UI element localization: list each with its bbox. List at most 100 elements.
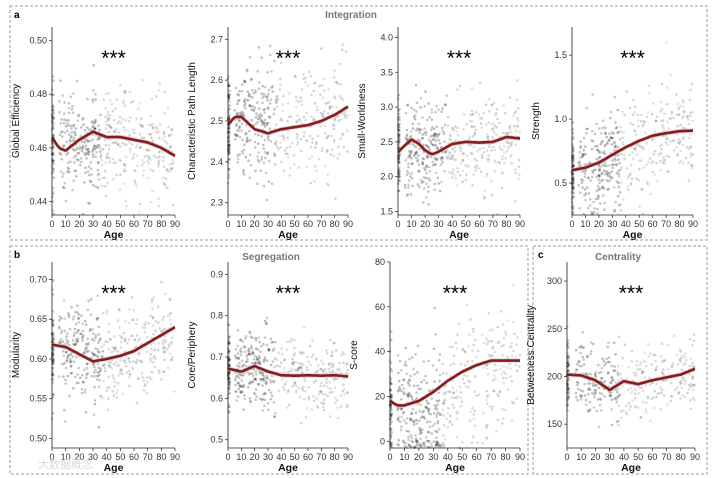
scatter-point [260, 92, 264, 95]
scatter-point [596, 197, 600, 200]
scatter-point [322, 362, 325, 366]
scatter-point [115, 389, 119, 392]
scatter-point [67, 119, 70, 122]
scatter-point [329, 387, 332, 390]
scatter-point [89, 180, 93, 184]
scatter-point [158, 150, 161, 153]
scatter-point [92, 413, 96, 417]
y-tick-label: 0.60 [29, 354, 47, 364]
scatter-point [622, 131, 625, 134]
scatter-point [94, 120, 97, 123]
scatter-point [417, 163, 421, 166]
scatter-point [625, 167, 629, 170]
scatter-point [73, 161, 76, 164]
scatter-point [254, 122, 258, 126]
scatter-point [244, 364, 248, 368]
scatter-point [263, 121, 266, 125]
scatter-point [266, 402, 270, 405]
scatter-point [140, 136, 144, 139]
scatter-point [515, 397, 519, 400]
scatter-point [97, 144, 101, 147]
scatter-point [492, 378, 495, 382]
scatter-point [677, 107, 680, 111]
scatter-point [269, 363, 273, 367]
scatter-point [75, 175, 78, 178]
scatter-point [91, 153, 95, 156]
scatter-point [574, 391, 578, 395]
scatter-point [97, 425, 101, 429]
scatter-point [512, 283, 515, 287]
scatter-point [52, 111, 55, 115]
scatter-point [104, 340, 107, 343]
scatter-point [682, 378, 686, 381]
x-tick-label: 70 [316, 452, 326, 462]
scatter-point [281, 109, 284, 113]
scatter-point [504, 376, 508, 380]
scatter-point [329, 105, 333, 108]
scatter-point [69, 357, 72, 361]
scatter-point [62, 121, 66, 125]
scatter-point [501, 422, 504, 425]
scatter-point [501, 157, 504, 161]
scatter-point [493, 148, 497, 152]
significance-stars: *** [101, 282, 126, 305]
scatter-point [120, 335, 123, 339]
scatter-point [241, 113, 245, 116]
scatter-point [443, 170, 446, 173]
scatter-point [515, 98, 519, 101]
scatter-point [651, 170, 654, 174]
scatter-point [85, 373, 88, 376]
scatter-point [87, 349, 90, 353]
scatter-point [69, 160, 72, 163]
scatter-point [81, 117, 85, 120]
scatter-point [613, 208, 616, 212]
scatter-point [238, 385, 242, 388]
scatter-point [339, 137, 342, 140]
scatter-point [571, 154, 575, 157]
scatter-point [639, 145, 642, 148]
scatter-point [99, 367, 102, 371]
scatter-point [234, 86, 238, 90]
scatter-point [52, 159, 55, 162]
scatter-point [461, 441, 464, 444]
scatter-point [405, 135, 409, 138]
scatter-point [271, 84, 274, 88]
scatter-point [332, 138, 336, 142]
scatter-point [667, 170, 670, 174]
scatter-point [501, 354, 504, 357]
scatter-point [685, 145, 689, 149]
scatter-point [319, 93, 322, 96]
scatter-point [130, 143, 134, 146]
scatter-point [157, 159, 161, 162]
scatter-point [135, 401, 139, 405]
scatter-point [611, 176, 614, 180]
x-tick-label: 20 [414, 452, 424, 462]
scatter-point [99, 337, 102, 341]
scatter-point [418, 127, 421, 131]
scatter-point [493, 169, 497, 173]
scatter-point [443, 391, 447, 395]
scatter-point [228, 131, 231, 135]
scatter-point [150, 97, 154, 101]
scatter-point [629, 183, 633, 186]
scatter-point [86, 126, 89, 129]
scatter-point [579, 146, 583, 149]
scatter-point [421, 160, 424, 164]
scatter-point [62, 144, 65, 148]
scatter-point [328, 391, 332, 394]
scatter-point [86, 337, 89, 341]
scatter-point [93, 126, 96, 130]
scatter-point [302, 135, 306, 138]
scatter-point [633, 392, 637, 396]
scatter-point [420, 137, 424, 140]
scatter-point [95, 150, 98, 154]
scatter-point [280, 347, 284, 351]
scatter-point [120, 340, 123, 344]
scatter-point [58, 315, 62, 318]
scatter-point [567, 387, 570, 391]
scatter-point [329, 338, 332, 342]
scatter-point [503, 408, 507, 412]
scatter-point [77, 381, 80, 385]
y-axis-label: Global Efficiency [11, 84, 22, 158]
scatter-point [647, 343, 650, 346]
